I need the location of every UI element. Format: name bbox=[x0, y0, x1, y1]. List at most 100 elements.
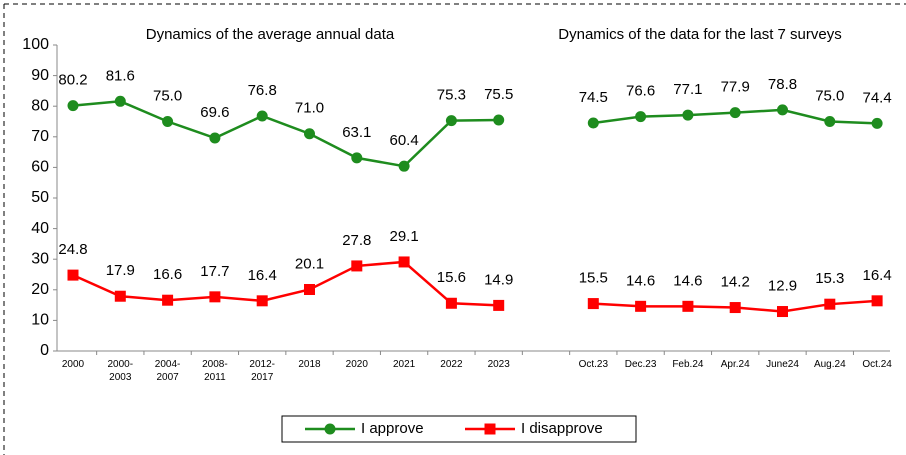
y-tick-label: 10 bbox=[31, 312, 49, 329]
x-tick-label: 2008- 2011 bbox=[202, 359, 228, 383]
x-tick-label: 2020 bbox=[345, 359, 368, 370]
data-label: 16.4 bbox=[862, 267, 891, 284]
point bbox=[824, 298, 836, 310]
data-label: 74.5 bbox=[579, 89, 608, 106]
point bbox=[67, 100, 79, 112]
x-tick-label: Oct.23 bbox=[578, 359, 609, 370]
data-label: 17.9 bbox=[106, 262, 135, 279]
point bbox=[871, 117, 883, 129]
data-label: 12.9 bbox=[768, 277, 797, 294]
legend-label: I disapprove bbox=[521, 420, 603, 437]
point bbox=[304, 283, 315, 295]
point bbox=[682, 109, 694, 121]
data-label: 75.5 bbox=[484, 86, 513, 103]
data-label: 15.5 bbox=[579, 270, 608, 287]
point bbox=[871, 295, 883, 307]
point bbox=[162, 294, 174, 306]
data-label: 75.0 bbox=[153, 87, 182, 104]
data-label: 69.6 bbox=[200, 104, 229, 121]
y-tick-label: 40 bbox=[31, 220, 49, 237]
data-label: 15.6 bbox=[437, 269, 466, 286]
point bbox=[114, 290, 126, 302]
point bbox=[777, 306, 788, 318]
data-label: 77.1 bbox=[673, 81, 702, 98]
y-tick-label: 80 bbox=[31, 97, 49, 114]
point bbox=[635, 111, 647, 123]
point bbox=[587, 298, 599, 310]
data-label: 60.4 bbox=[389, 132, 418, 149]
legend-marker bbox=[324, 423, 336, 435]
y-tick-label: 90 bbox=[31, 67, 49, 84]
legend-marker bbox=[484, 423, 496, 435]
point bbox=[256, 110, 268, 122]
point bbox=[682, 300, 694, 312]
y-tick-label: 0 bbox=[40, 342, 49, 359]
data-label: 81.6 bbox=[106, 67, 135, 84]
data-label: 14.6 bbox=[673, 272, 702, 289]
x-tick-label: Aug.24 bbox=[813, 359, 846, 370]
data-label: 80.2 bbox=[58, 72, 87, 89]
point bbox=[304, 128, 315, 140]
point bbox=[209, 291, 221, 303]
data-label: 78.8 bbox=[768, 76, 797, 93]
point bbox=[445, 297, 457, 309]
point bbox=[635, 300, 647, 312]
x-tick-label: 2022 bbox=[440, 359, 463, 370]
x-tick-label: 2012- 2017 bbox=[249, 359, 275, 383]
y-tick-label: 60 bbox=[31, 159, 49, 176]
y-tick-label: 50 bbox=[31, 189, 49, 206]
data-label: 29.1 bbox=[389, 228, 418, 245]
y-tick-label: 30 bbox=[31, 250, 49, 267]
point bbox=[256, 295, 268, 307]
point bbox=[398, 256, 410, 268]
point bbox=[777, 104, 788, 116]
data-label: 14.6 bbox=[626, 272, 655, 289]
x-tick-label: 2018 bbox=[298, 359, 321, 370]
x-tick-label: Oct.24 bbox=[862, 359, 892, 370]
series-line bbox=[72, 260, 878, 313]
data-label: 27.8 bbox=[342, 232, 371, 249]
data-label: 14.9 bbox=[484, 271, 513, 288]
x-tick-label: 2023 bbox=[487, 359, 510, 370]
x-tick-label: 2000- 2003 bbox=[107, 359, 134, 383]
y-tick-label: 20 bbox=[31, 281, 49, 298]
legend-label: I approve bbox=[361, 420, 424, 437]
point bbox=[587, 117, 599, 129]
data-label: 16.6 bbox=[153, 266, 182, 283]
data-label: 17.7 bbox=[200, 263, 229, 280]
data-label: 75.0 bbox=[815, 87, 844, 104]
data-label: 24.8 bbox=[58, 241, 87, 258]
annotation: Dynamics of the data for the last 7 surv… bbox=[558, 26, 841, 43]
data-label: 63.1 bbox=[342, 124, 371, 141]
data-label: 15.3 bbox=[815, 270, 844, 287]
point bbox=[729, 107, 741, 119]
data-label: 20.1 bbox=[295, 255, 324, 272]
x-tick-label: 2004- 2007 bbox=[154, 359, 181, 383]
data-label: 75.3 bbox=[437, 87, 466, 104]
data-label: 16.4 bbox=[248, 267, 277, 284]
point bbox=[162, 116, 174, 127]
point bbox=[493, 114, 505, 126]
data-label: 76.6 bbox=[626, 83, 655, 100]
data-label: 74.4 bbox=[862, 89, 891, 106]
y-tick-label: 100 bbox=[22, 36, 49, 53]
point bbox=[824, 116, 836, 127]
point bbox=[493, 299, 505, 311]
data-label: 14.2 bbox=[721, 274, 750, 291]
point bbox=[114, 95, 126, 107]
x-tick-label: 2000 bbox=[61, 359, 85, 370]
annotation: Dynamics of the average annual data bbox=[146, 26, 395, 43]
x-tick-label: Feb.24 bbox=[672, 359, 704, 370]
y-tick-label: 70 bbox=[31, 128, 49, 145]
series-line bbox=[72, 100, 878, 168]
point bbox=[729, 302, 741, 314]
x-tick-label: 2021 bbox=[392, 359, 416, 370]
point bbox=[398, 160, 410, 172]
point bbox=[445, 115, 457, 127]
point bbox=[351, 152, 363, 164]
x-tick-label: Apr.24 bbox=[720, 359, 750, 370]
data-label: 77.9 bbox=[721, 79, 750, 96]
point bbox=[351, 260, 363, 272]
